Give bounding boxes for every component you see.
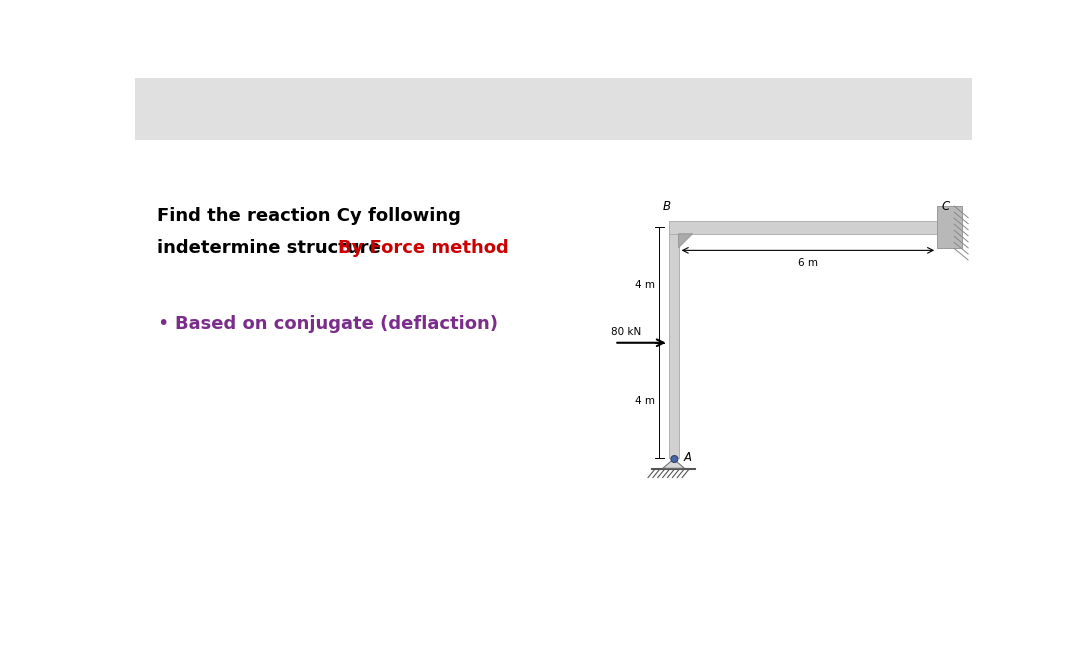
Text: By Force method: By Force method — [338, 239, 509, 257]
Text: Find the reaction Cy following: Find the reaction Cy following — [157, 207, 460, 225]
Text: C: C — [942, 200, 949, 213]
Text: •: • — [157, 314, 168, 333]
Circle shape — [671, 456, 678, 463]
Text: Based on conjugate (deflaction): Based on conjugate (deflaction) — [175, 315, 498, 332]
Polygon shape — [678, 234, 692, 248]
Bar — [669, 221, 946, 234]
Text: 4 m: 4 m — [635, 395, 654, 406]
Bar — [135, 140, 972, 578]
Bar — [937, 206, 962, 249]
Bar — [135, 78, 972, 140]
Text: 80 kN: 80 kN — [611, 326, 642, 337]
Polygon shape — [663, 459, 685, 469]
Text: 6 m: 6 m — [798, 258, 818, 268]
Text: B: B — [663, 200, 671, 213]
Bar — [669, 227, 678, 458]
Text: indetermine structure: indetermine structure — [157, 239, 387, 257]
Text: A: A — [684, 451, 691, 464]
Text: 4 m: 4 m — [635, 280, 654, 290]
